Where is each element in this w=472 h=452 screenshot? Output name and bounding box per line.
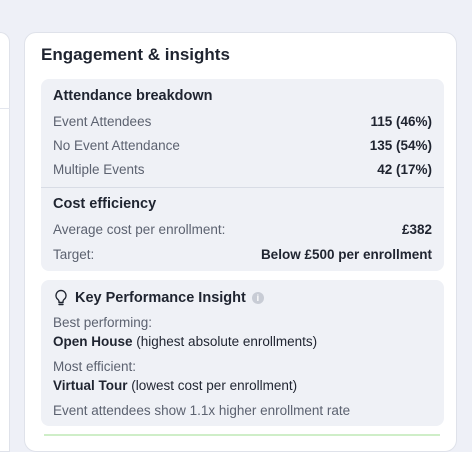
cost-row: Average cost per enrollment: £382 [53,220,432,238]
attendance-row-label: Multiple Events [53,161,145,177]
kpi-header: Key Performance Insight i [53,289,264,307]
attendance-row: No Event Attendance 135 (54%) [53,136,432,154]
attendance-row: Event Attendees 115 (46%) [53,112,432,130]
attendance-row-label: No Event Attendance [53,137,180,153]
attendance-row-label: Event Attendees [53,113,152,129]
cost-row-value: £382 [401,221,432,237]
most-efficient-line: Virtual Tour (lowest cost per enrollment… [53,378,297,393]
left-panel [0,32,10,452]
attendance-row-value: 42 (17%) [377,161,432,177]
engagement-insights-card: Engagement & insights Attendance breakdo… [24,32,457,452]
next-card-top-strip [44,434,440,436]
cost-efficiency-heading: Cost efficiency [53,196,157,212]
left-panel-divider [0,108,10,109]
cost-row-label: Average cost per enrollment: [53,221,226,237]
cost-row-label: Target: [53,246,95,262]
best-performing-label: Best performing: [53,315,153,330]
attendance-row-value: 135 (54%) [369,137,432,153]
best-performing-name: Open House [53,334,133,349]
kpi-title: Key Performance Insight [75,290,246,306]
lightbulb-icon [53,289,69,307]
kpi-footnote: Event attendees show 1.1x higher enrollm… [53,403,351,418]
attendance-cost-section: Attendance breakdown Event Attendees 115… [41,79,444,271]
most-efficient-name: Virtual Tour [53,378,128,393]
best-performing-line: Open House (highest absolute enrollments… [53,334,317,349]
key-performance-insight-section: Key Performance Insight i Best performin… [41,280,444,426]
most-efficient-label: Most efficient: [53,359,137,374]
cost-row: Target: Below £500 per enrollment [53,245,432,263]
best-performing-note: (highest absolute enrollments) [136,334,318,349]
attendance-row-value: 115 (46%) [370,113,432,129]
info-icon[interactable]: i [251,292,264,304]
attendance-breakdown-heading: Attendance breakdown [53,88,213,104]
section-divider [41,187,444,188]
card-title: Engagement & insights [41,45,230,64]
cost-row-value: Below £500 per enrollment [260,246,432,262]
most-efficient-note: (lowest cost per enrollment) [131,378,298,393]
attendance-row: Multiple Events 42 (17%) [53,160,432,178]
